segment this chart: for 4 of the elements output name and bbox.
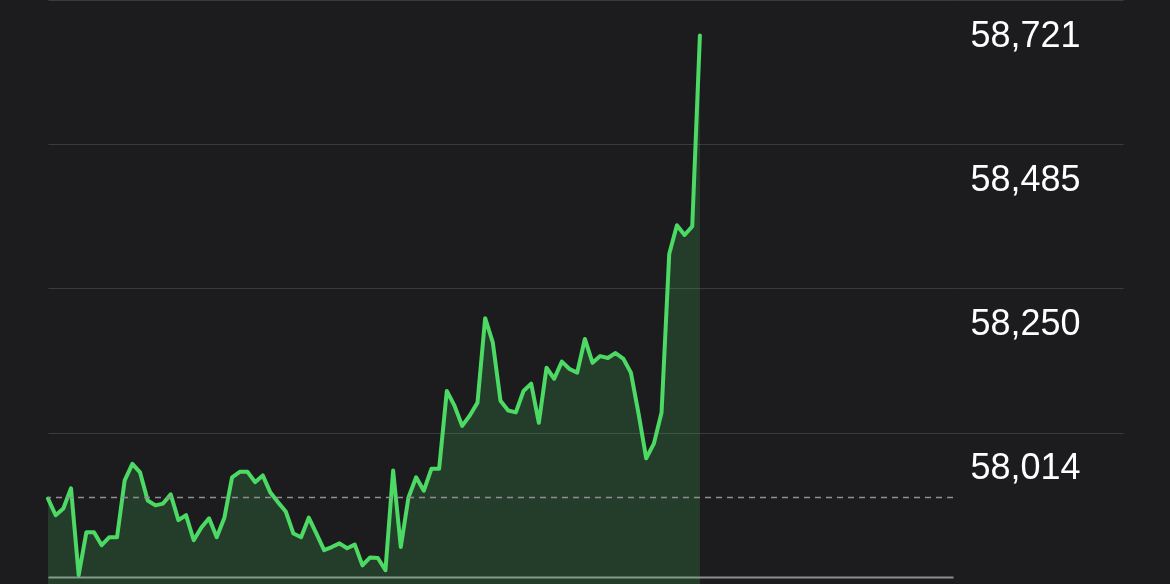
y-tick-label: 58,721 (970, 13, 1081, 55)
y-tick-label: 58,014 (970, 446, 1081, 488)
y-tick-label: 58,485 (970, 157, 1081, 199)
y-tick-label: 58,250 (970, 301, 1081, 343)
